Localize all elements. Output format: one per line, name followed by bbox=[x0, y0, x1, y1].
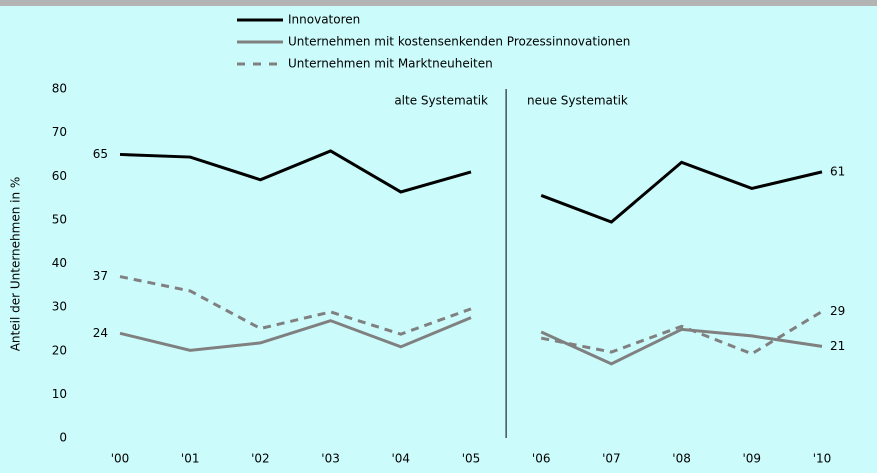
x-tick-label: '02 bbox=[251, 452, 270, 466]
y-tick-label: 10 bbox=[52, 387, 67, 401]
data-label: 24 bbox=[93, 326, 108, 340]
x-tick-label: '04 bbox=[392, 452, 411, 466]
data-label: 29 bbox=[830, 304, 845, 318]
series-line bbox=[119, 149, 472, 194]
legend-label: Unternehmen mit Marktneuheiten bbox=[288, 57, 493, 71]
series-line bbox=[540, 160, 823, 224]
annotation: neue Systematik bbox=[527, 94, 628, 108]
y-tick-label: 20 bbox=[52, 343, 67, 357]
y-tick-label: 70 bbox=[52, 125, 67, 139]
series-line bbox=[540, 310, 823, 356]
data-label: 21 bbox=[830, 339, 845, 353]
y-tick-label: 30 bbox=[52, 300, 67, 314]
data-label: 65 bbox=[93, 147, 108, 161]
x-tick-label: '08 bbox=[672, 452, 691, 466]
x-tick-label: '05 bbox=[462, 452, 481, 466]
y-tick-label: 80 bbox=[52, 82, 67, 96]
y-tick-label: 0 bbox=[59, 431, 67, 445]
x-tick-label: '00 bbox=[111, 452, 130, 466]
x-tick-label: '09 bbox=[743, 452, 762, 466]
x-tick-label: '07 bbox=[602, 452, 621, 466]
legend-label: Innovatoren bbox=[288, 13, 360, 27]
y-tick-label: 50 bbox=[52, 212, 67, 226]
data-label: 37 bbox=[93, 269, 108, 283]
annotation: alte Systematik bbox=[394, 94, 488, 108]
y-tick-label: 40 bbox=[52, 256, 67, 270]
series-line bbox=[540, 327, 823, 366]
top-bar bbox=[0, 0, 877, 6]
series-line bbox=[119, 316, 472, 352]
y-tick-label: 60 bbox=[52, 169, 67, 183]
x-tick-label: '10 bbox=[813, 452, 832, 466]
x-tick-label: '03 bbox=[321, 452, 340, 466]
x-tick-label: '06 bbox=[532, 452, 551, 466]
series-line bbox=[119, 275, 472, 336]
data-label: 61 bbox=[830, 164, 845, 178]
legend-label: Unternehmen mit kostensenkenden Prozessi… bbox=[288, 35, 630, 49]
x-tick-label: '01 bbox=[181, 452, 200, 466]
y-axis-label: Anteil der Unternehmen in % bbox=[9, 177, 23, 352]
